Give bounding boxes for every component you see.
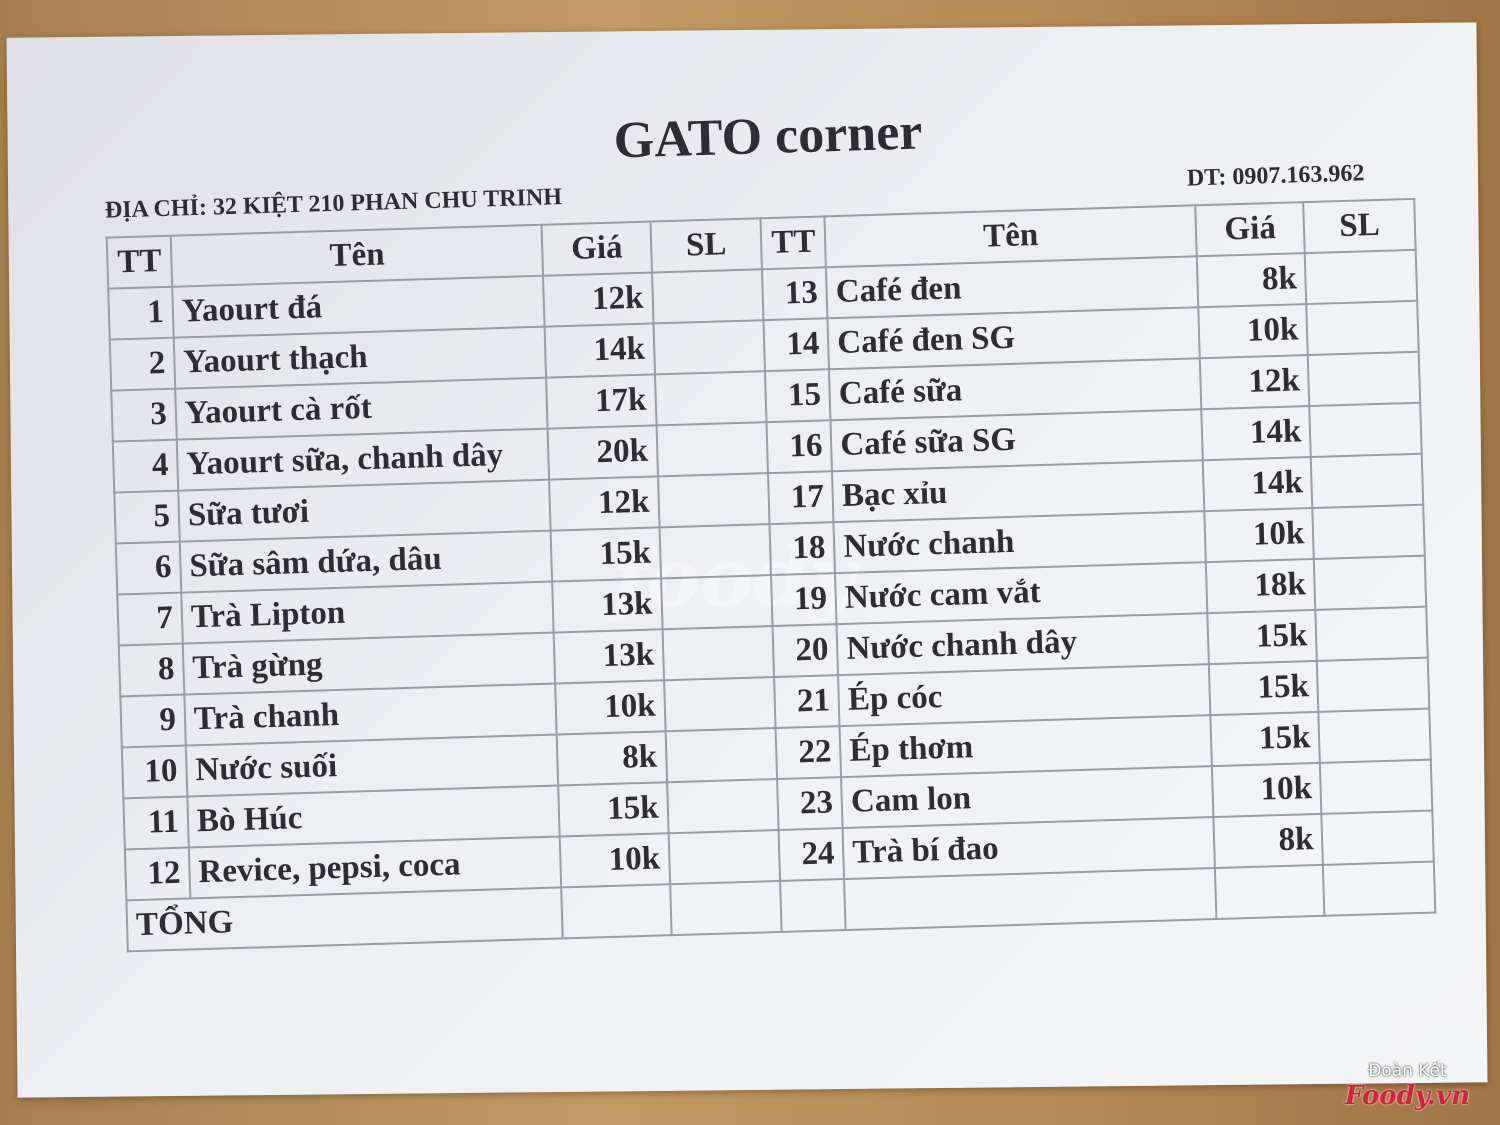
total-cell bbox=[669, 880, 782, 936]
item-price: 10k bbox=[1198, 304, 1309, 359]
item-price: 10k bbox=[1211, 762, 1322, 818]
item-number: 14 bbox=[763, 318, 830, 372]
item-number: 9 bbox=[120, 694, 186, 748]
item-number: 19 bbox=[771, 573, 837, 627]
item-price: 10k bbox=[555, 680, 666, 735]
item-quantity bbox=[662, 626, 775, 681]
column-header: SL bbox=[1303, 198, 1416, 254]
item-quantity bbox=[1321, 810, 1434, 865]
item-quantity bbox=[1314, 555, 1427, 610]
item-quantity bbox=[1320, 759, 1433, 814]
total-cell bbox=[844, 868, 1217, 931]
item-number: 16 bbox=[766, 420, 833, 474]
item-number: 23 bbox=[777, 777, 843, 830]
item-quantity bbox=[1317, 657, 1430, 712]
item-quantity bbox=[1308, 351, 1421, 407]
item-quantity bbox=[657, 473, 770, 528]
item-quantity bbox=[668, 829, 781, 885]
item-number: 24 bbox=[778, 828, 845, 881]
item-price: 14k bbox=[1202, 457, 1313, 512]
item-price: 20k bbox=[548, 425, 658, 480]
column-header: Giá bbox=[541, 221, 652, 276]
item-price: 14k bbox=[545, 323, 655, 378]
item-number: 15 bbox=[765, 369, 831, 423]
item-quantity bbox=[1305, 249, 1418, 305]
menu-table: TT Tên Giá SL TT Tên Giá SL 1 Yaourt đá 12k 13 Café… bbox=[106, 198, 1437, 953]
item-price: 14k bbox=[1201, 406, 1312, 461]
item-number: 6 bbox=[115, 541, 182, 595]
item-quantity bbox=[659, 524, 772, 579]
item-quantity bbox=[1315, 606, 1428, 661]
item-number: 17 bbox=[768, 471, 834, 525]
item-quantity bbox=[1311, 453, 1424, 508]
foody-logo: Foody.vn bbox=[1344, 1081, 1470, 1111]
item-number: 3 bbox=[111, 388, 177, 442]
total-cell bbox=[561, 884, 672, 939]
item-price: 10k bbox=[1204, 507, 1315, 563]
item-number: 20 bbox=[772, 624, 839, 678]
item-number: 5 bbox=[114, 490, 180, 544]
item-price: 15k bbox=[1207, 609, 1318, 665]
total-cell bbox=[1214, 864, 1325, 920]
item-price: 12k bbox=[549, 476, 660, 531]
column-header: SL bbox=[650, 218, 763, 273]
column-header: Giá bbox=[1195, 202, 1306, 257]
item-number: 8 bbox=[118, 643, 185, 697]
watermark-location: Đoàn Kết bbox=[1368, 1061, 1447, 1081]
item-price: 8k bbox=[1196, 253, 1307, 308]
total-cell bbox=[1323, 861, 1436, 916]
item-price: 15k bbox=[1210, 711, 1321, 767]
item-quantity bbox=[653, 320, 766, 375]
item-quantity bbox=[660, 575, 773, 630]
item-price: 12k bbox=[1199, 355, 1310, 410]
item-number: 11 bbox=[123, 796, 189, 850]
item-quantity bbox=[654, 371, 767, 426]
item-price: 12k bbox=[543, 272, 654, 327]
item-number: 2 bbox=[109, 337, 176, 391]
item-number: 13 bbox=[762, 267, 828, 321]
item-quantity bbox=[665, 728, 778, 783]
item-price: 15k bbox=[558, 782, 669, 837]
item-quantity bbox=[656, 422, 769, 477]
item-quantity bbox=[663, 677, 776, 732]
item-price: 15k bbox=[1208, 660, 1319, 716]
column-header: TT bbox=[106, 235, 173, 289]
item-price: 18k bbox=[1205, 558, 1316, 614]
menu-paper: foody GATO corner ĐỊA CHỈ: 32 KIỆT 210 P… bbox=[6, 22, 1488, 1098]
column-header: TT bbox=[760, 216, 827, 270]
item-quantity bbox=[1309, 402, 1422, 458]
item-quantity bbox=[651, 269, 764, 324]
item-price: 8k bbox=[1213, 813, 1324, 869]
item-price: 13k bbox=[552, 578, 663, 633]
item-number: 1 bbox=[108, 286, 174, 340]
item-quantity bbox=[1318, 708, 1431, 763]
item-price: 15k bbox=[551, 527, 661, 582]
address: ĐỊA CHỈ: 32 KIỆT 210 PHAN CHU TRINH bbox=[104, 184, 563, 224]
item-number: 18 bbox=[769, 522, 836, 576]
item-number: 4 bbox=[112, 439, 179, 493]
total-cell bbox=[780, 879, 846, 932]
item-number: 21 bbox=[774, 675, 840, 729]
item-price: 17k bbox=[546, 374, 657, 429]
item-price: 8k bbox=[557, 731, 667, 786]
item-number: 22 bbox=[775, 726, 842, 779]
item-number: 12 bbox=[124, 847, 191, 901]
item-price: 10k bbox=[560, 833, 670, 888]
item-quantity bbox=[1306, 300, 1419, 356]
item-number: 7 bbox=[117, 592, 183, 646]
item-quantity bbox=[1312, 504, 1425, 559]
item-price: 13k bbox=[554, 629, 664, 684]
item-number: 10 bbox=[121, 745, 188, 799]
foody-watermark: Đoàn Kết Foody.vn bbox=[1345, 1061, 1470, 1111]
item-quantity bbox=[666, 778, 779, 834]
phone: DT: 0907.163.962 bbox=[1186, 160, 1365, 192]
